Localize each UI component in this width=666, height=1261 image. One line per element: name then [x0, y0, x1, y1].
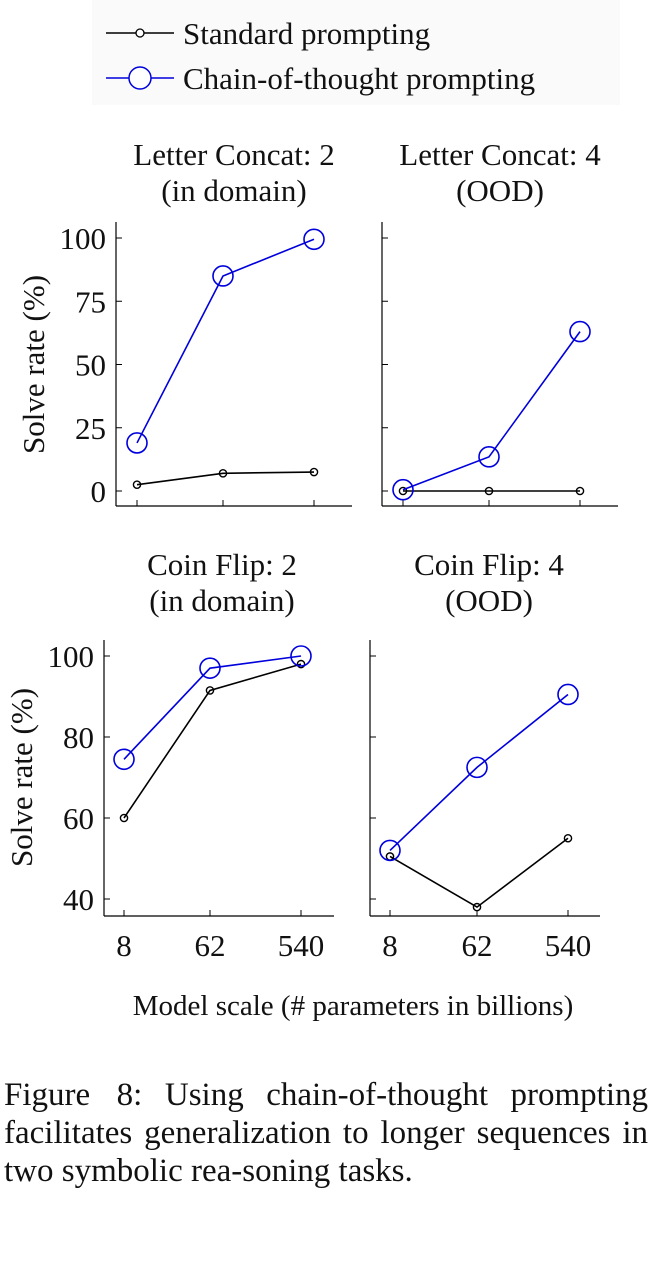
- y-tick-label: 100: [60, 221, 107, 256]
- panel-title-line1: Coin Flip: 2: [147, 547, 297, 582]
- cot-point: [126, 432, 148, 454]
- caption-text: Using chain-of-thought prompting facilit…: [4, 1077, 648, 1189]
- cot-series-line: [136, 238, 315, 444]
- legend-standard-label: Standard prompting: [183, 16, 430, 51]
- x-tick-label: 62: [462, 928, 493, 963]
- standard-point: [119, 813, 129, 823]
- y-tick-label: 75: [75, 284, 106, 319]
- panel-title-line1: Letter Concat: 4: [399, 137, 601, 172]
- cot-point: [199, 657, 221, 679]
- cot-point: [557, 683, 579, 706]
- y-tick-label: 80: [63, 720, 94, 755]
- chart-panel-4: Coin Flip: 4(OOD) 8 62 540: [369, 547, 600, 963]
- legend-background: [92, 0, 620, 105]
- x-tick-label: 8: [116, 928, 132, 963]
- cot-point: [212, 265, 234, 287]
- legend-standard-marker: [135, 28, 145, 38]
- y-tick-label: 60: [63, 801, 94, 836]
- cot-series-line: [402, 331, 581, 491]
- y-tick-label: 40: [63, 882, 94, 917]
- standard-point: [563, 833, 573, 843]
- cot-point: [290, 645, 312, 667]
- chart-panel-1: Letter Concat: 2(in domain) 0 25 50 75 100 Sol…: [16, 137, 352, 509]
- standard-series-line: [123, 663, 302, 819]
- standard-point: [296, 659, 306, 669]
- cot-point: [113, 748, 135, 771]
- cot-point: [303, 228, 325, 251]
- standard-point: [484, 486, 494, 496]
- standard-point: [218, 468, 228, 478]
- chart-panel-3: Coin Flip: 2(in domain) 40 60 80 100 8 62 540 So…: [4, 547, 334, 963]
- y-axis-label: Solve rate (%): [4, 688, 39, 867]
- y-tick-label: 50: [75, 348, 106, 383]
- x-tick-label: 540: [545, 928, 592, 963]
- cot-series-line: [389, 693, 569, 851]
- panel-title-line1: Coin Flip: 4: [414, 547, 564, 582]
- legend-cot-label: Chain-of-thought prompting: [183, 61, 535, 96]
- standard-point: [472, 902, 482, 912]
- panels: Letter Concat: 2(in domain)0255075100Sol…: [4, 137, 618, 963]
- standard-point: [132, 480, 142, 489]
- y-tick-label: 100: [48, 639, 95, 674]
- panel-title-line1: Letter Concat: 2: [133, 137, 334, 172]
- legend-cot-marker: [128, 66, 152, 90]
- x-tick-label: 62: [195, 928, 226, 963]
- caption-label: Figure 8:: [4, 1077, 143, 1113]
- standard-series-line: [389, 837, 569, 909]
- standard-series-line: [136, 471, 315, 486]
- y-tick-label: 25: [75, 411, 106, 446]
- x-tick-label: 8: [382, 928, 398, 963]
- legend: Standard prompting Chain-of-thought prom…: [92, 0, 620, 105]
- standard-point: [205, 686, 215, 695]
- figure-caption: Figure 8: Using chain-of-thought prompti…: [4, 1076, 648, 1190]
- cot-point: [392, 478, 414, 501]
- y-axis-label: Solve rate (%): [16, 275, 51, 454]
- x-tick-label: 540: [278, 928, 325, 963]
- cot-point: [569, 320, 591, 343]
- panel-title-line2: (in domain): [161, 173, 307, 208]
- y-tick-label: 0: [91, 474, 107, 509]
- standard-point: [398, 486, 408, 496]
- cot-series-line: [123, 655, 302, 760]
- panel-title-line2: (OOD): [456, 173, 544, 208]
- x-axis-label: Model scale (# parameters in billions): [133, 990, 574, 1022]
- cot-point: [466, 756, 488, 779]
- chart-panel-2: Letter Concat: 4(OOD): [381, 137, 618, 507]
- figure: Standard prompting Chain-of-thought prom…: [4, 0, 620, 1022]
- standard-point: [575, 486, 585, 496]
- cot-point: [379, 839, 401, 862]
- cot-point: [478, 446, 500, 468]
- panel-title-line2: (OOD): [445, 583, 533, 618]
- panel-title-line2: (in domain): [149, 583, 295, 618]
- standard-point: [309, 467, 319, 477]
